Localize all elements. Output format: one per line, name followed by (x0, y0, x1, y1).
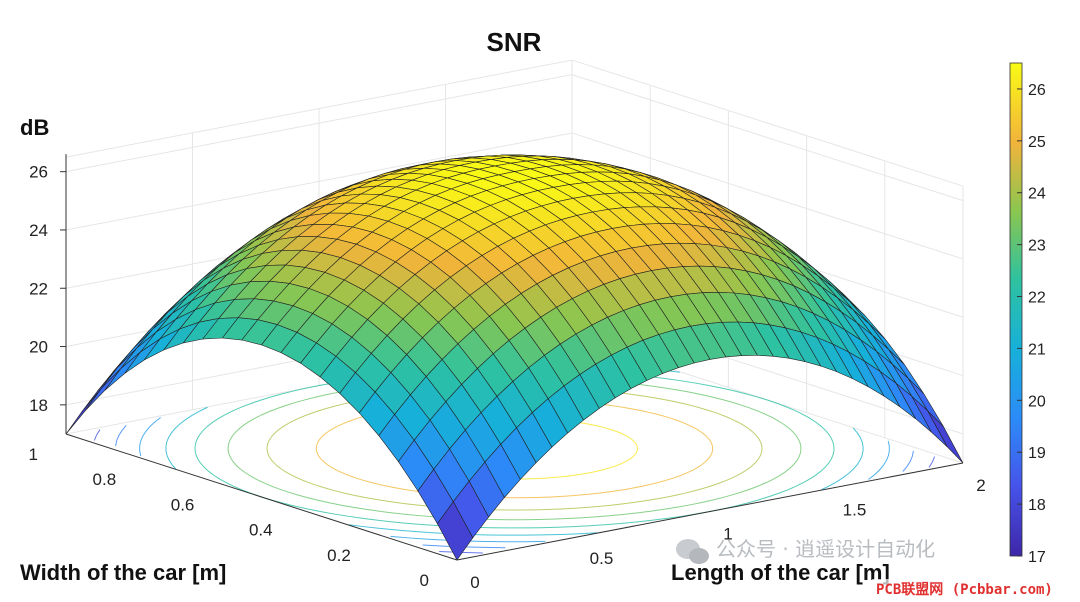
colorbar-tick-label: 25 (1028, 134, 1046, 151)
x-axis-label: Length of the car [m] (671, 560, 890, 585)
x-tick-label: 1 (723, 525, 732, 544)
colorbar-ticks: 17 18 19 20 21 22 23 24 25 26 (1017, 82, 1046, 566)
surface-patch (85, 368, 122, 411)
contour-line (902, 450, 914, 472)
wechat-icon (676, 539, 709, 564)
contour-line (115, 425, 127, 447)
x-tick-label: 0 (470, 573, 479, 592)
z-tick-label: 24 (29, 221, 48, 240)
y-tick-label: 0.4 (249, 521, 273, 540)
x-tick-label: 0.5 (590, 549, 614, 568)
contour-line (868, 440, 890, 480)
contour-line (139, 417, 161, 457)
y-tick-label: 0.6 (171, 495, 195, 514)
colorbar-tick-label: 22 (1028, 290, 1046, 307)
z-axis-label: dB (20, 115, 49, 140)
axes (65, 154, 964, 561)
surface-patch (927, 410, 964, 464)
watermark: 公众号 · 逍遥设计自动化 PCB联盟网 (Pcbbar.com) (676, 537, 1072, 599)
y-axis-line (65, 433, 458, 561)
y-tick-label: 1 (29, 445, 38, 464)
x-tick-label: 2 (976, 476, 985, 495)
surface-patch (65, 388, 102, 435)
surface-patch (104, 351, 141, 391)
colorbar-tick-label: 18 (1028, 497, 1046, 514)
z-tick-label: 22 (29, 279, 48, 298)
colorbar (1009, 62, 1023, 557)
z-tick-label: 20 (29, 338, 48, 357)
colorbar-tick-label: 23 (1028, 238, 1046, 255)
colorbar-tick-label: 19 (1028, 445, 1046, 462)
y-tick-label: 0 (420, 571, 429, 590)
surface-patch (437, 501, 474, 561)
surface-mesh (65, 154, 964, 561)
contour-line (93, 429, 101, 441)
colorbar-tick-label: 17 (1028, 549, 1046, 566)
z-tick-label: 26 (29, 163, 48, 182)
contour-line (821, 427, 864, 491)
watermark-text: 公众号 · 逍遥设计自动化 (716, 537, 935, 561)
x-tick-label: 1.5 (843, 500, 867, 519)
contour-line (165, 406, 208, 470)
colorbar-tick-label: 24 (1028, 186, 1046, 203)
y-tick-label: 0.2 (327, 546, 351, 565)
y-axis-label: Width of the car [m] (20, 560, 226, 585)
contour-line (928, 456, 936, 468)
colorbar-tick-label: 20 (1028, 393, 1046, 410)
x-axis-line (456, 462, 964, 561)
chart-title: SNR (487, 27, 542, 57)
y-tick-label: 0.8 (93, 470, 117, 489)
watermark-site: PCB联盟网 (Pcbbar.com) (876, 582, 1053, 598)
z-tick-label: 18 (29, 396, 48, 415)
colorbar-tick-label: 26 (1028, 82, 1046, 99)
colorbar-tick-label: 21 (1028, 341, 1046, 358)
